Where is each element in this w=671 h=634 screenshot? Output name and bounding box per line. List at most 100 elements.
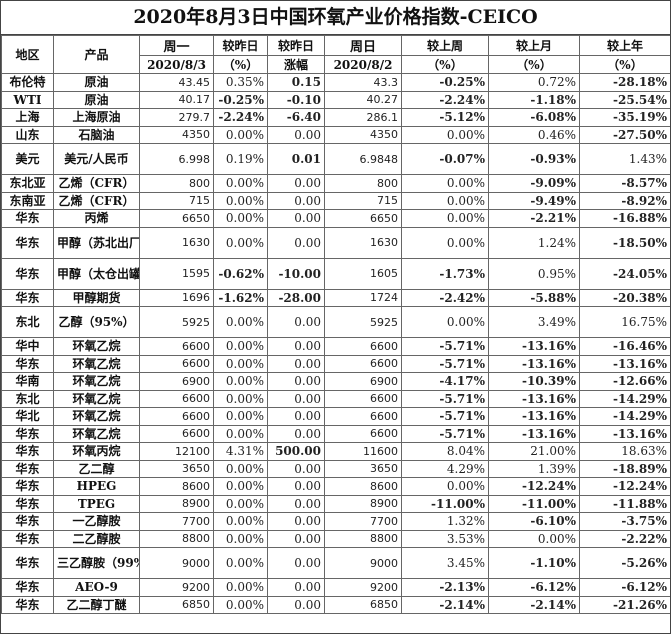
vs-month-cell: -6.10%	[488, 512, 580, 531]
sun-price-cell: 4350	[324, 125, 402, 144]
region-cell: 华北	[1, 407, 54, 426]
vs-prev-pct-cell: 0.00%	[213, 477, 268, 496]
vs-prev-amt-cell: 0.00	[267, 191, 325, 210]
vs-prev-amt-cell: 500.00	[267, 442, 325, 461]
product-cell: 乙烯（CFR）	[53, 174, 140, 193]
product-cell: 乙二醇	[53, 459, 140, 478]
product-cell: 环氧乙烷	[53, 389, 140, 408]
vs-year-cell: -35.19%	[579, 108, 670, 127]
header-vs-prev-unit: （%）	[213, 55, 268, 74]
vs-year-cell: -16.88%	[579, 209, 670, 228]
sun-price-cell: 6.9848	[324, 143, 402, 175]
product-cell: 三乙醇胺（99%）	[53, 547, 140, 579]
table-row: 华东 甲醇期货 1696 -1.62% -28.00 1724 -2.42% -5.88% -2…	[1, 288, 670, 307]
region-cell: 上海	[1, 108, 54, 127]
header-product: 产品	[53, 35, 140, 74]
sun-price-cell: 40.27	[324, 90, 402, 109]
region-cell: 华东	[1, 477, 54, 496]
product-cell: 甲醇（苏北出厂）	[53, 226, 140, 259]
vs-month-cell: 0.72%	[488, 73, 580, 92]
mon-price-cell: 8600	[139, 477, 214, 496]
vs-year-cell: -2.22%	[579, 529, 670, 548]
vs-month-cell: 21.00%	[488, 442, 580, 461]
region-cell: 华东	[1, 424, 54, 443]
header-vs-week-unit: （%）	[401, 55, 489, 74]
mon-price-cell: 12100	[139, 442, 214, 461]
product-cell: 二乙醇胺	[53, 529, 140, 548]
vs-year-cell: -14.29%	[579, 389, 670, 408]
vs-month-cell: -10.39%	[488, 372, 580, 391]
price-table: 地区 产品 周一 较昨日 较昨日 周日 较上周 较上月 较上年 2020/8/3…	[1, 35, 670, 614]
vs-month-cell: 0.00%	[488, 529, 580, 548]
product-cell: 环氧丙烷	[53, 442, 140, 461]
mon-price-cell: 4350	[139, 125, 214, 144]
sun-price-cell: 9000	[324, 547, 402, 579]
price-table-body: 布伦特 原油 43.45 0.35% 0.15 43.3 -0.25% 0.72% -28.18…	[1, 73, 670, 614]
vs-year-cell: -8.92%	[579, 191, 670, 210]
region-cell: 东北	[1, 306, 54, 338]
region-cell: 华东	[1, 578, 54, 597]
region-cell: 华南	[1, 372, 54, 391]
sun-price-cell: 1605	[324, 257, 402, 290]
sun-price-cell: 9200	[324, 578, 402, 597]
header-vs-year-unit: （%）	[579, 55, 670, 74]
vs-week-cell: 0.00%	[401, 306, 489, 338]
table-row: 东北 环氧乙烷 6600 0.00% 0.00 6600 -5.71% -13.16% -14.…	[1, 389, 670, 408]
product-cell: HPEG	[53, 477, 140, 496]
vs-prev-pct-cell: 0.00%	[213, 337, 268, 356]
mon-price-cell: 715	[139, 191, 214, 210]
vs-week-cell: 8.04%	[401, 442, 489, 461]
product-cell: 环氧乙烷	[53, 424, 140, 443]
vs-week-cell: -5.12%	[401, 108, 489, 127]
table-row: 华东三乙醇胺（99%）90000.00%0.0090003.45%-1.10%-…	[1, 547, 670, 579]
vs-prev-pct-cell: -0.25%	[213, 90, 268, 109]
region-cell: 华东	[1, 512, 54, 531]
region-cell: 东北亚	[1, 174, 54, 193]
vs-year-cell: -11.88%	[579, 494, 670, 513]
header-row-2: 2020/8/3 （%） 涨幅 2020/8/2 （%） （%） （%）	[2, 55, 670, 74]
vs-week-cell: 0.00%	[401, 226, 489, 259]
sun-price-cell: 715	[324, 191, 402, 210]
vs-month-cell: 1.39%	[488, 459, 580, 478]
vs-week-cell: -5.71%	[401, 389, 489, 408]
sun-price-cell: 1630	[324, 226, 402, 259]
vs-prev-amt-cell: 0.00	[267, 595, 325, 614]
table-row: 华东 TPEG 8900 0.00% 0.00 8900 -11.00% -11.00% -11…	[1, 494, 670, 513]
vs-prev-pct-cell: 0.00%	[213, 174, 268, 193]
vs-prev-pct-cell: 0.00%	[213, 494, 268, 513]
vs-prev-pct-cell: 0.00%	[213, 547, 268, 579]
mon-price-cell: 1595	[139, 257, 214, 290]
mon-price-cell: 40.17	[139, 90, 214, 109]
vs-month-cell: -0.93%	[488, 143, 580, 175]
table-row: 华东 二乙醇胺 8800 0.00% 0.00 8800 3.53% 0.00% -2.22%	[1, 529, 670, 548]
region-cell: 华东	[1, 257, 54, 290]
sun-price-cell: 5925	[324, 306, 402, 338]
vs-prev-amt-cell: 0.00	[267, 477, 325, 496]
mon-price-cell: 3650	[139, 459, 214, 478]
product-cell: 环氧乙烷	[53, 407, 140, 426]
table-row: 华南 环氧乙烷 6900 0.00% 0.00 6900 -4.17% -10.39% -12.…	[1, 372, 670, 391]
vs-week-cell: 3.45%	[401, 547, 489, 579]
vs-week-cell: 1.32%	[401, 512, 489, 531]
table-row: 华东甲醇（苏北出厂）16300.00%0.0016300.00%1.24%-18…	[1, 226, 670, 259]
vs-month-cell: -6.08%	[488, 108, 580, 127]
vs-prev-amt-cell: -10.00	[267, 257, 325, 290]
vs-prev-pct-cell: 0.00%	[213, 372, 268, 391]
mon-price-cell: 6.998	[139, 143, 214, 175]
product-cell: 环氧乙烷	[53, 337, 140, 356]
mon-price-cell: 43.45	[139, 73, 214, 92]
sun-price-cell: 3650	[324, 459, 402, 478]
mon-price-cell: 6600	[139, 389, 214, 408]
sun-price-cell: 6600	[324, 354, 402, 373]
vs-year-cell: -18.89%	[579, 459, 670, 478]
table-row: 华东甲醇（太仓出罐）1595-0.62%-10.001605-1.73%0.95…	[1, 257, 670, 290]
vs-prev-pct-cell: 0.00%	[213, 578, 268, 597]
sun-price-cell: 6600	[324, 389, 402, 408]
vs-month-cell: -13.16%	[488, 424, 580, 443]
table-row: 华东 AEO-9 9200 0.00% 0.00 9200 -2.13% -6.12% -6.1…	[1, 578, 670, 597]
mon-price-cell: 6650	[139, 209, 214, 228]
vs-month-cell: -13.16%	[488, 337, 580, 356]
vs-year-cell: -12.24%	[579, 477, 670, 496]
vs-week-cell: -5.71%	[401, 354, 489, 373]
sun-price-cell: 6900	[324, 372, 402, 391]
